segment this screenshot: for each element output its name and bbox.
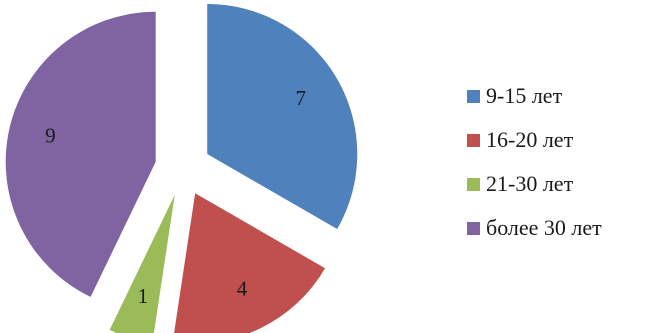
legend-item-21-30: 21-30 лет — [467, 172, 602, 196]
data-label-21-30: 1 — [138, 284, 149, 308]
data-label-9-15: 7 — [296, 86, 307, 110]
pie-slice-16-20 — [174, 193, 326, 333]
legend-label: 16-20 лет — [486, 127, 574, 152]
legend-swatch — [467, 221, 480, 235]
legend-label: 9-15 лет — [486, 83, 563, 108]
legend-swatch — [467, 89, 480, 103]
pie-slice-21-30 — [109, 194, 175, 333]
chart-legend: 9-15 лет 16-20 лет 21-30 лет более 30 ле… — [467, 84, 602, 240]
pie-slice-9-15 — [207, 4, 358, 229]
legend-label: 21-30 лет — [486, 171, 574, 196]
legend-swatch — [467, 177, 480, 191]
legend-item-9-15: 9-15 лет — [467, 84, 602, 108]
pie-slice-over-30 — [5, 11, 156, 297]
legend-item-16-20: 16-20 лет — [467, 128, 602, 152]
data-label-over-30: 9 — [45, 124, 56, 148]
legend-swatch — [467, 133, 480, 147]
data-label-16-20: 4 — [237, 276, 248, 300]
legend-item-over-30: более 30 лет — [467, 216, 602, 240]
legend-label: более 30 лет — [486, 215, 602, 240]
